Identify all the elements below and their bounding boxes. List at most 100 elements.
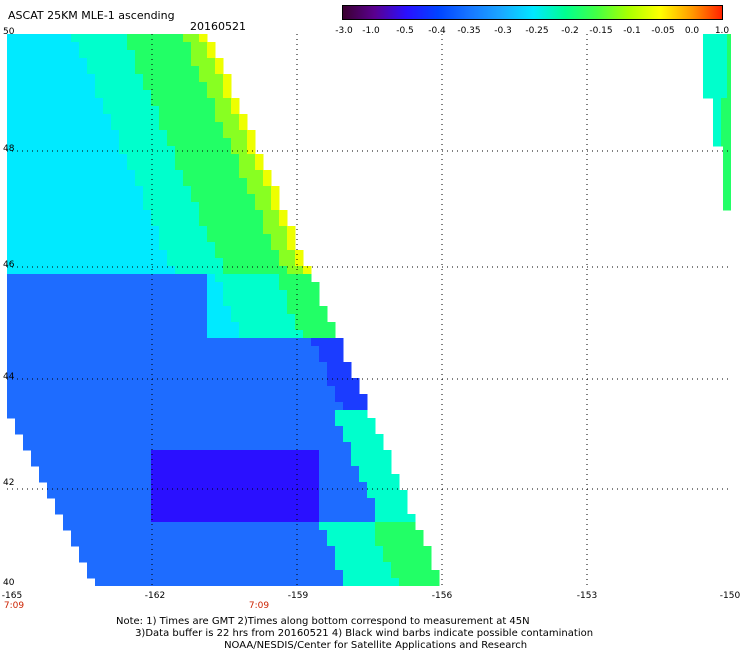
swath-cell bbox=[335, 570, 344, 579]
swath-cell bbox=[127, 66, 136, 75]
swath-cell bbox=[175, 306, 184, 315]
swath-cell bbox=[255, 378, 264, 387]
swath-cell bbox=[311, 338, 320, 347]
swath-cell bbox=[239, 234, 248, 243]
swath-cell bbox=[263, 402, 272, 411]
swath-cell bbox=[239, 298, 248, 307]
swath-cell bbox=[415, 562, 424, 571]
swath-cell bbox=[223, 162, 232, 171]
colorbar-tick-label: -3.0 bbox=[335, 26, 353, 36]
swath-cell bbox=[223, 562, 232, 571]
swath-cell bbox=[111, 178, 120, 187]
swath-cell bbox=[215, 194, 224, 203]
swath-cell bbox=[47, 338, 56, 347]
swath-cell bbox=[311, 410, 320, 419]
swath-cell bbox=[151, 34, 160, 43]
swath-cell bbox=[135, 162, 144, 171]
swath-cell bbox=[15, 90, 24, 99]
swath-cell bbox=[167, 202, 176, 211]
swath-cell bbox=[175, 490, 184, 499]
swath-cell bbox=[263, 530, 272, 539]
swath-cell bbox=[727, 90, 731, 99]
swath-cell bbox=[191, 386, 200, 395]
swath-cell bbox=[79, 242, 88, 251]
swath-cell bbox=[215, 138, 224, 147]
swath-cell bbox=[231, 226, 240, 235]
swath-cell bbox=[215, 178, 224, 187]
swath-cell bbox=[135, 538, 144, 547]
swath-cell bbox=[183, 290, 192, 299]
swath-cell bbox=[63, 90, 72, 99]
swath-cell bbox=[167, 562, 176, 571]
swath-cell bbox=[183, 154, 192, 163]
swath-cell bbox=[87, 282, 96, 291]
swath-cell bbox=[255, 434, 264, 443]
swath-cell bbox=[79, 386, 88, 395]
swath-cell bbox=[351, 522, 360, 531]
swath-cell bbox=[87, 66, 96, 75]
swath-cell bbox=[255, 410, 264, 419]
swath-cell bbox=[167, 34, 176, 43]
swath-cell bbox=[711, 34, 720, 43]
swath-cell bbox=[15, 354, 24, 363]
swath-cell bbox=[415, 546, 424, 555]
swath-cell bbox=[247, 194, 256, 203]
swath-cell bbox=[127, 402, 136, 411]
swath-cell bbox=[127, 202, 136, 211]
swath-cell bbox=[303, 506, 312, 515]
swath-cell bbox=[143, 546, 152, 555]
swath-cell bbox=[7, 162, 16, 171]
swath-cell bbox=[127, 34, 136, 43]
swath-cell bbox=[95, 66, 104, 75]
swath-cell bbox=[215, 90, 224, 99]
swath-cell bbox=[63, 522, 72, 531]
swath-cell bbox=[407, 538, 416, 547]
swath-cell bbox=[7, 314, 16, 323]
swath-cell bbox=[87, 562, 96, 571]
swath-cell bbox=[119, 418, 128, 427]
swath-cell bbox=[223, 194, 232, 203]
swath-cell bbox=[55, 50, 64, 59]
swath-cell bbox=[247, 178, 256, 187]
swath-cell bbox=[135, 146, 144, 155]
swath-cell bbox=[87, 394, 96, 403]
swath-cell bbox=[167, 114, 176, 123]
swath-cell bbox=[103, 410, 112, 419]
swath-cell bbox=[199, 450, 208, 459]
swath-cell bbox=[271, 402, 280, 411]
swath-cell bbox=[335, 498, 344, 507]
swath-cell bbox=[87, 378, 96, 387]
swath-cell bbox=[47, 442, 56, 451]
swath-cell bbox=[271, 378, 280, 387]
swath-cell bbox=[207, 330, 216, 339]
swath-cell bbox=[103, 394, 112, 403]
swath-cell bbox=[127, 458, 136, 467]
swath-cell bbox=[311, 466, 320, 475]
swath-cell bbox=[271, 362, 280, 371]
swath-cell bbox=[119, 466, 128, 475]
swath-cell bbox=[327, 450, 336, 459]
swath-cell bbox=[7, 226, 16, 235]
swath-cell bbox=[247, 282, 256, 291]
swath-cell bbox=[127, 266, 136, 275]
swath-cell bbox=[31, 210, 40, 219]
swath-cell bbox=[63, 482, 72, 491]
swath-cell bbox=[311, 562, 320, 571]
swath-cell bbox=[295, 322, 304, 331]
swath-cell bbox=[47, 98, 56, 107]
swath-cell bbox=[311, 418, 320, 427]
swath-cell bbox=[175, 522, 184, 531]
swath-cell bbox=[127, 314, 136, 323]
swath-cell bbox=[231, 186, 240, 195]
swath-cell bbox=[207, 450, 216, 459]
swath-cell bbox=[255, 482, 264, 491]
swath-cell bbox=[79, 266, 88, 275]
swath-cell bbox=[183, 514, 192, 523]
swath-cell bbox=[7, 42, 16, 51]
swath-cell bbox=[103, 306, 112, 315]
swath-cell bbox=[231, 538, 240, 547]
swath-cell bbox=[183, 282, 192, 291]
swath-cell bbox=[359, 450, 368, 459]
swath-cell bbox=[199, 370, 208, 379]
swath-cell bbox=[55, 234, 64, 243]
